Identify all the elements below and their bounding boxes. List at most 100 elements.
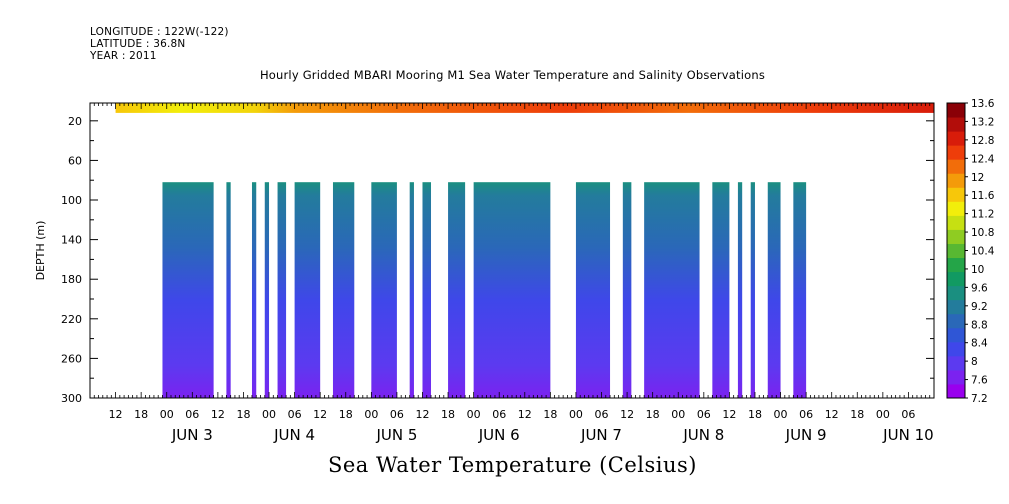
colorbar-tick-label: 8.8 [971, 319, 988, 331]
chart-title: Hourly Gridded MBARI Mooring M1 Sea Wate… [259, 68, 766, 82]
x-hour-tick-label: 06 [595, 408, 609, 421]
x-hour-tick-label: 18 [748, 408, 762, 421]
x-hour-tick-label: 12 [722, 408, 736, 421]
x-day-label: JUN 9 [785, 426, 827, 444]
x-day-label: JUN 8 [682, 426, 724, 444]
colorbar-swatch [947, 215, 965, 230]
x-hour-tick-label: 00 [876, 408, 890, 421]
x-hour-tick-label: 18 [543, 408, 557, 421]
deep-temperature-segment-20 [793, 182, 807, 398]
x-hour-tick-label: 00 [364, 408, 378, 421]
deep-temperature-segment-15 [644, 182, 700, 398]
colorbar-swatch [947, 229, 965, 244]
colorbar-swatch [947, 201, 965, 216]
y-tick-label: 100 [61, 194, 82, 207]
x-day-label: JUN 7 [580, 426, 622, 444]
colorbar-tick-label: 13.6 [971, 98, 995, 110]
colorbar-swatch [947, 257, 965, 273]
deep-temperature-segment-13 [575, 182, 611, 398]
colorbar-swatch [947, 103, 965, 118]
longitude-label: LONGITUDE : 122W(-122) [90, 26, 229, 38]
colorbar-swatch [947, 271, 965, 287]
deep-temperature-segment-14 [622, 182, 632, 398]
x-hour-tick-label: 06 [492, 408, 506, 421]
deep-temperature-segment-8 [371, 182, 397, 398]
deep-temperature-segment-16 [712, 182, 730, 398]
colorbar-tick-label: 12.4 [971, 153, 995, 165]
colorbar-tick-label: 10.8 [971, 227, 994, 239]
colorbar-swatch [947, 299, 965, 315]
y-tick-label: 260 [61, 352, 82, 365]
latitude-label: LATITUDE : 36.8N [90, 38, 186, 50]
x-hour-tick-label: 18 [850, 408, 864, 421]
x-hour-tick-label: 00 [262, 408, 276, 421]
x-hour-tick-label: 12 [518, 408, 532, 421]
colorbar-swatch [947, 327, 965, 343]
x-day-label: JUN 4 [273, 426, 315, 444]
deep-temperature-segment-3 [251, 182, 257, 398]
colorbar-swatch [947, 341, 965, 357]
x-hour-tick-label: 12 [620, 408, 634, 421]
y-tick-label: 140 [61, 234, 82, 247]
deep-temperature-segment-7 [332, 182, 355, 398]
deep-temperature-segment-1 [162, 182, 214, 398]
colorbar-tick-label: 11.6 [971, 190, 995, 202]
x-hour-tick-label: 12 [415, 408, 429, 421]
x-hour-tick-label: 18 [646, 408, 660, 421]
x-hour-tick-label: 12 [109, 408, 123, 421]
colorbar-swatch [947, 355, 965, 371]
colorbar-swatch [947, 159, 965, 174]
x-hour-tick-label: 12 [313, 408, 327, 421]
x-day-label: JUN 6 [478, 426, 520, 444]
colorbar-tick-label: 12 [971, 172, 984, 184]
x-hour-tick-label: 00 [774, 408, 788, 421]
deep-temperature-segment-19 [767, 182, 781, 398]
colorbar-tick-label: 9.6 [971, 282, 988, 294]
x-hour-tick-label: 12 [825, 408, 839, 421]
year-label: YEAR : 2011 [90, 50, 157, 62]
colorbar-tick-label: 13.2 [971, 116, 994, 128]
deep-temperature-segment-10 [422, 182, 432, 398]
x-hour-tick-label: 06 [901, 408, 915, 421]
colorbar-tick-label: 8.4 [971, 338, 988, 350]
x-day-label: JUN 5 [375, 426, 417, 444]
x-hour-tick-label: 18 [134, 408, 148, 421]
colorbar-tick-label: 8 [971, 356, 978, 368]
colorbar-tick-label: 9.2 [971, 301, 988, 313]
y-tick-label: 60 [68, 154, 82, 167]
colorbar-swatch [947, 313, 965, 329]
colorbar-tick-label: 12.8 [971, 135, 994, 147]
colorbar-swatch [947, 383, 965, 399]
deep-temperature-segment-12 [473, 182, 551, 398]
colorbar-swatch [947, 131, 965, 146]
x-hour-tick-label: 06 [799, 408, 813, 421]
colorbar-swatch [947, 145, 965, 160]
x-day-label: JUN 10 [882, 426, 933, 444]
deep-temperature-segment-17 [737, 182, 743, 398]
colorbar-tick-label: 7.6 [971, 375, 988, 387]
colorbar-tick-label: 10.4 [971, 246, 995, 258]
y-tick-label: 300 [61, 392, 82, 405]
y-tick-label: 20 [68, 115, 82, 128]
colorbar-swatch [947, 173, 965, 188]
colorbar-swatch [947, 285, 965, 301]
colorbar-swatch [947, 187, 965, 202]
colorbar-tick-label: 7.2 [971, 393, 988, 405]
deep-temperature-segment-18 [750, 182, 755, 398]
deep-temperature-segment-11 [448, 182, 466, 398]
x-axis-label: Sea Water Temperature (Celsius) [327, 453, 697, 477]
x-hour-tick-label: 06 [697, 408, 711, 421]
colorbar-swatch [947, 117, 965, 132]
deep-temperature-segment-9 [409, 182, 414, 398]
x-hour-tick-label: 12 [211, 408, 225, 421]
x-hour-tick-label: 18 [236, 408, 250, 421]
colorbar-swatch [947, 369, 965, 385]
x-hour-tick-label: 18 [339, 408, 353, 421]
x-hour-tick-label: 00 [160, 408, 174, 421]
x-hour-tick-label: 00 [467, 408, 481, 421]
x-day-label: JUN 3 [171, 426, 213, 444]
y-axis-label: DEPTH (m) [34, 221, 47, 281]
x-hour-tick-label: 06 [288, 408, 302, 421]
deep-temperature-segment-5 [277, 182, 287, 398]
